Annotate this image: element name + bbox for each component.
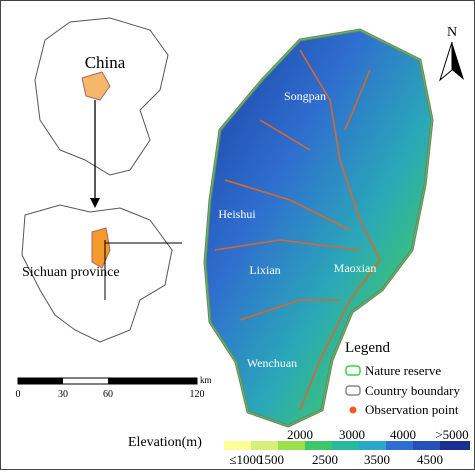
color-step [440,441,470,450]
color-step [386,441,413,450]
legend-swatch [350,407,357,414]
elevation-label: 4000 [390,427,416,442]
scale-label: 60 [103,389,113,400]
color-step [359,441,386,450]
color-step [278,441,305,450]
legend-item: Nature reserve [365,363,441,378]
elevation-label: 2500 [312,452,338,467]
scale-label: 0 [16,389,21,400]
legend-item: Observation point [365,402,459,417]
legend-title: Legend [345,340,390,356]
scale-bar [108,378,197,384]
legend-item: Country boundary [365,383,460,398]
scale-bar [18,378,63,384]
map-figure: China Sichuan province Songpan Heishui L… [0,0,475,470]
elevation-colorbar [224,441,470,450]
elevation-label: 3500 [364,452,390,467]
scale-unit: km [200,375,212,385]
color-step [251,441,278,450]
elevation-label: 1500 [258,452,284,467]
elevation-label: 2000 [287,427,313,442]
place-label: Lixian [249,263,280,277]
elevation-label: >5000 [435,427,468,442]
place-label: Maoxian [334,261,377,275]
color-step [413,441,440,450]
scale-label: 120 [190,389,205,400]
place-label: Heishui [218,207,256,221]
province-label: Sichuan province [22,265,120,280]
place-label: Wenchuan [247,356,297,370]
place-label: Songpan [284,89,326,103]
color-step [224,441,251,450]
country-label: China [85,53,126,72]
north-label: N [447,25,457,40]
elevation-label: 3000 [339,427,365,442]
elevation-label: 4500 [417,452,443,467]
color-step [305,441,332,450]
color-step [332,441,359,450]
scale-label: 30 [58,389,68,400]
elevation-title: Elevation(m) [128,435,202,450]
